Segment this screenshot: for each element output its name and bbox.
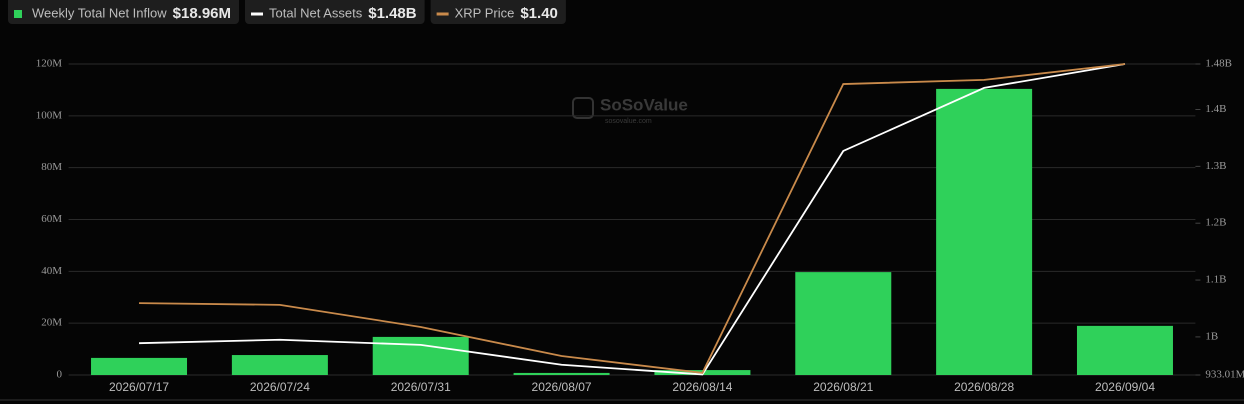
y-tick-label: 120M	[36, 58, 63, 70]
legend: Weekly Total Net Inflow $18.96M Total Net …	[8, 0, 566, 24]
x-tick-label: 2026/09/04	[1095, 380, 1155, 394]
legend-box	[8, 0, 240, 24]
y2-tick-label: 1.1B	[1205, 274, 1226, 286]
bar	[513, 372, 610, 375]
legend-value: $1.40	[520, 5, 558, 22]
y2-tick-label: 1.2B	[1205, 217, 1226, 229]
bar	[372, 336, 469, 375]
y-tick-label: 40M	[41, 265, 62, 277]
legend-item: XRP Price $1.40	[430, 0, 566, 24]
line	[139, 63, 1126, 374]
bar	[91, 357, 188, 375]
legend-item: Total Net Assets $1.48B	[245, 0, 425, 24]
x-tick-label: 2026/08/28	[954, 380, 1014, 394]
x-tick-label: 2026/08/14	[672, 380, 732, 394]
watermark-sub: sosovalue.com	[605, 118, 652, 125]
y-tick-label: 0	[57, 369, 63, 381]
y2-tick-label: 1.4B	[1205, 103, 1226, 115]
x-tick-label: 2026/07/17	[109, 380, 169, 394]
line	[139, 63, 1126, 376]
bar	[795, 272, 892, 375]
legend-label: Total Net Assets	[269, 5, 363, 20]
legend-label: XRP Price	[455, 5, 515, 20]
legend-box	[430, 0, 566, 24]
y2-tick-label: 1.3B	[1205, 160, 1226, 172]
legend-value: $18.96M	[173, 5, 231, 22]
legend-box	[245, 0, 425, 24]
bar	[1076, 325, 1173, 375]
y2-tick-label: 933.01M	[1205, 369, 1244, 381]
x-tick-label: 2026/07/31	[391, 380, 451, 394]
y-tick-label: 80M	[41, 161, 62, 173]
legend-value: $1.48B	[368, 5, 417, 22]
bar	[936, 88, 1033, 375]
legend-label: Weekly Total Net Inflow	[32, 5, 167, 20]
bar	[231, 355, 328, 375]
watermark: SoSoValue	[600, 95, 688, 114]
y-tick-label: 100M	[36, 109, 63, 121]
legend-swatch	[14, 10, 22, 18]
y2-tick-label: 1.48B	[1205, 58, 1232, 70]
legend-item: Weekly Total Net Inflow $18.96M	[8, 0, 240, 24]
x-tick-label: 2026/08/21	[813, 380, 873, 394]
y-tick-label: 60M	[41, 213, 62, 225]
watermark-group: SoSoValue sosovalue.com	[572, 95, 688, 125]
watermark-icon	[572, 97, 594, 119]
y2-tick-label: 1B	[1205, 330, 1218, 342]
y-tick-label: 20M	[41, 317, 62, 329]
x-tick-label: 2026/08/07	[532, 380, 592, 394]
x-tick-label: 2026/07/24	[250, 380, 310, 394]
